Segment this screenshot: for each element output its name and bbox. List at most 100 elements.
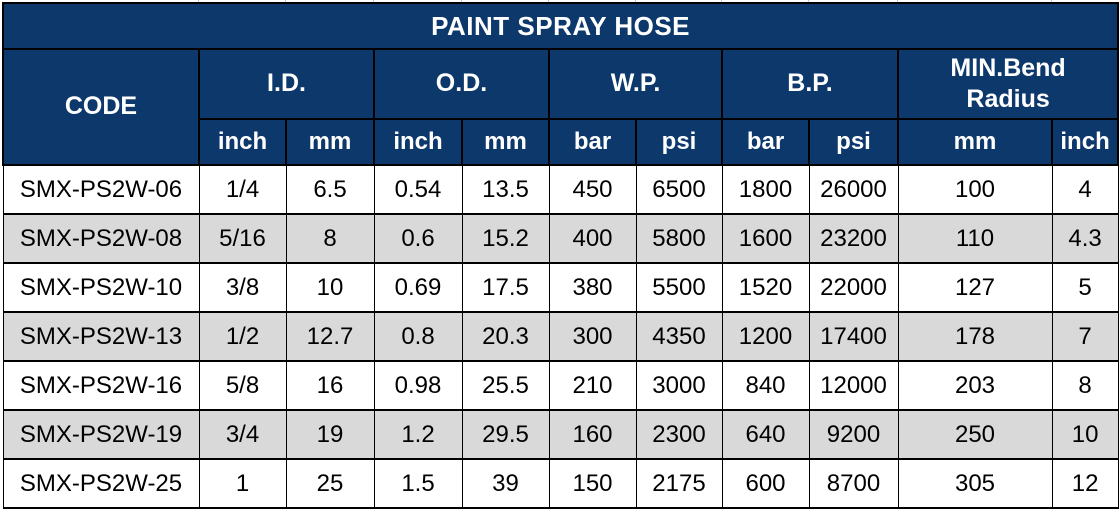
code-cell: SMX-PS2W-10 [2,262,200,313]
value-cell: 6.5 [285,164,375,215]
value-cell: 19 [285,409,375,460]
value-cell: 8 [285,213,375,264]
col-header-id-inch: inch [198,118,287,166]
value-cell: 1 [198,458,287,509]
code-cell: SMX-PS2W-25 [2,458,200,509]
value-cell: 17400 [808,311,899,362]
value-cell: 380 [548,262,637,313]
gridline-stub [808,0,809,2]
value-cell: 1.2 [373,409,463,460]
value-cell: 400 [548,213,637,264]
value-cell: 17.5 [461,262,550,313]
table-row: SMX-PS2W-16 5/8 16 0.98 25.5 210 3000 840 12000 2… [2,360,1119,411]
title-row: PAINT SPRAY HOSE [1,2,1119,50]
value-cell: 5/16 [198,213,287,264]
value-cell: 3/8 [198,262,287,313]
value-cell: 4 [1051,164,1119,215]
value-cell: 178 [897,311,1053,362]
value-cell: 160 [548,409,637,460]
table-row: SMX-PS2W-19 3/4 19 1.2 29.5 160 2300 640 9200 250… [2,409,1119,460]
value-cell: 0.98 [373,360,463,411]
col-header-od-inch: inch [373,118,463,166]
col-header-id-mm: mm [285,118,375,166]
value-cell: 640 [721,409,810,460]
gridline-stub [198,0,199,2]
value-cell: 300 [548,311,637,362]
value-cell: 600 [721,458,810,509]
col-group-bp: B.P. [721,48,899,120]
value-cell: 3000 [635,360,723,411]
value-cell: 25 [285,458,375,509]
group-header-row: CODE I.D. O.D. W.P. B.P. MIN.Bend Radius [2,48,1119,166]
value-cell: 6500 [635,164,723,215]
value-cell: 203 [897,360,1053,411]
table-row: SMX-PS2W-25 1 25 1.5 39 150 2175 600 8700 305 12 [2,458,1119,509]
code-cell: SMX-PS2W-08 [2,213,200,264]
gridline-stub [373,0,374,2]
col-header-bend-mm: mm [897,118,1053,166]
col-header-bp-bar: bar [721,118,810,166]
value-cell: 4350 [635,311,723,362]
col-group-od: O.D. [373,48,550,120]
col-header-wp-bar: bar [548,118,637,166]
value-cell: 1600 [721,213,810,264]
col-header-od-mm: mm [461,118,550,166]
value-cell: 0.8 [373,311,463,362]
value-cell: 210 [548,360,637,411]
table-body: SMX-PS2W-06 1/4 6.5 0.54 13.5 450 6500 1800 2600… [2,164,1119,509]
value-cell: 16 [285,360,375,411]
value-cell: 5 [1051,262,1119,313]
value-cell: 1.5 [373,458,463,509]
value-cell: 29.5 [461,409,550,460]
value-cell: 127 [897,262,1053,313]
value-cell: 12 [1051,458,1119,509]
gridline-stub [635,0,636,2]
value-cell: 13.5 [461,164,550,215]
value-cell: 250 [897,409,1053,460]
code-cell: SMX-PS2W-19 [2,409,200,460]
value-cell: 2175 [635,458,723,509]
value-cell: 22000 [808,262,899,313]
gridline-stub [285,0,286,2]
value-cell: 3/4 [198,409,287,460]
value-cell: 25.5 [461,360,550,411]
value-cell: 10 [285,262,375,313]
value-cell: 305 [897,458,1053,509]
gridline-stub [897,0,898,2]
value-cell: 5/8 [198,360,287,411]
value-cell: 0.54 [373,164,463,215]
value-cell: 8 [1051,360,1119,411]
value-cell: 12000 [808,360,899,411]
value-cell: 1/2 [198,311,287,362]
value-cell: 0.69 [373,262,463,313]
value-cell: 1800 [721,164,810,215]
col-header-bp-psi: psi [808,118,899,166]
value-cell: 12.7 [285,311,375,362]
table-row: SMX-PS2W-10 3/8 10 0.69 17.5 380 5500 1520 22000… [2,262,1119,313]
col-header-bend-inch: inch [1050,118,1119,166]
value-cell: 0.6 [373,213,463,264]
col-group-id: I.D. [198,48,375,120]
value-cell: 450 [548,164,637,215]
code-cell: SMX-PS2W-06 [2,164,200,215]
col-header-wp-psi: psi [635,118,723,166]
gridline-stub [548,0,549,2]
value-cell: 100 [897,164,1053,215]
table-header: PAINT SPRAY HOSE CODE I.D. O.D. W.P. B.P… [1,2,1119,166]
gridline-stub [1051,0,1052,2]
value-cell: 26000 [808,164,899,215]
col-header-code: CODE [2,48,200,166]
value-cell: 10 [1051,409,1119,460]
value-cell: 1/4 [198,164,287,215]
gridline-stub [461,0,462,2]
value-cell: 2300 [635,409,723,460]
value-cell: 840 [721,360,810,411]
col-group-wp: W.P. [548,48,723,120]
value-cell: 7 [1051,311,1119,362]
value-cell: 23200 [808,213,899,264]
value-cell: 9200 [808,409,899,460]
value-cell: 4.3 [1051,213,1119,264]
value-cell: 20.3 [461,311,550,362]
